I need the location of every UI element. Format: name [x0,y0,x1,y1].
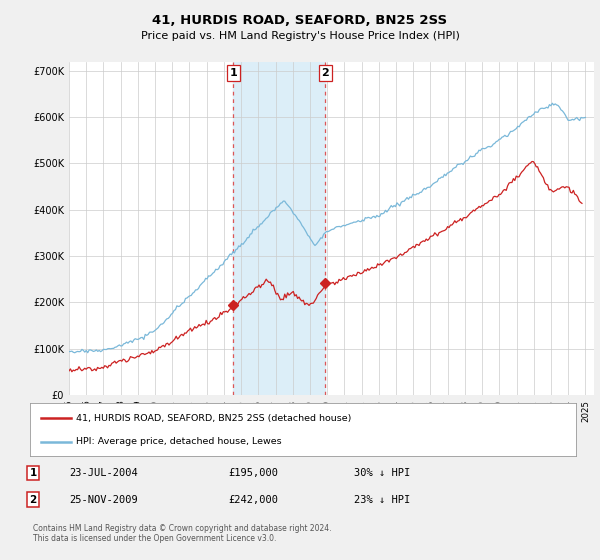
Text: 23% ↓ HPI: 23% ↓ HPI [354,494,410,505]
Text: Price paid vs. HM Land Registry's House Price Index (HPI): Price paid vs. HM Land Registry's House … [140,31,460,41]
Text: £242,000: £242,000 [228,494,278,505]
Text: 41, HURDIS ROAD, SEAFORD, BN25 2SS: 41, HURDIS ROAD, SEAFORD, BN25 2SS [152,14,448,27]
Text: £195,000: £195,000 [228,468,278,478]
Text: 41, HURDIS ROAD, SEAFORD, BN25 2SS (detached house): 41, HURDIS ROAD, SEAFORD, BN25 2SS (deta… [76,414,352,423]
Text: 2: 2 [322,68,329,78]
Text: 1: 1 [29,468,37,478]
Text: 2: 2 [29,494,37,505]
Text: 1: 1 [230,68,237,78]
Text: Contains HM Land Registry data © Crown copyright and database right 2024.
This d: Contains HM Land Registry data © Crown c… [33,524,331,543]
Text: 25-NOV-2009: 25-NOV-2009 [69,494,138,505]
Text: HPI: Average price, detached house, Lewes: HPI: Average price, detached house, Lewe… [76,437,282,446]
Text: 30% ↓ HPI: 30% ↓ HPI [354,468,410,478]
Bar [233,62,325,395]
Text: 23-JUL-2004: 23-JUL-2004 [69,468,138,478]
